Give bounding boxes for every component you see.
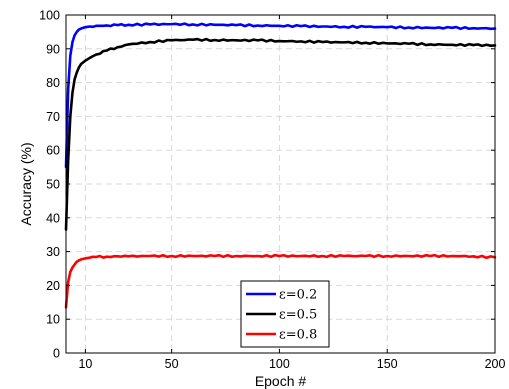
series-lines <box>64 22 497 309</box>
y-tick-label: 20 <box>46 279 60 293</box>
y-tick-label: 0 <box>53 347 60 361</box>
series-line-2 <box>64 37 497 231</box>
y-tick-label: 60 <box>46 144 60 158</box>
y-tick-label: 50 <box>46 178 60 192</box>
y-axis-label: Accuracy (%) <box>18 142 34 225</box>
legend-label-3: ε=0.8 <box>279 328 317 343</box>
legend-label-1: ε=0.2 <box>279 288 317 303</box>
x-tick-label: 100 <box>269 357 290 371</box>
y-tick-label: 70 <box>46 110 60 124</box>
series-line-3 <box>64 253 497 309</box>
y-tick-label: 10 <box>46 313 60 327</box>
series-line-1 <box>64 22 497 169</box>
y-tick-label: 80 <box>46 76 60 90</box>
x-tick-label: 10 <box>78 357 92 371</box>
y-tick-label: 30 <box>46 245 60 259</box>
y-tick-label: 40 <box>46 211 60 225</box>
x-tick-label: 200 <box>485 357 506 371</box>
x-tick-label: 150 <box>377 357 398 371</box>
axis-ticks: 0 10 20 30 40 50 60 70 80 90 100 10 50 100 150 200 <box>39 9 505 372</box>
legend-label-2: ε=0.5 <box>279 308 317 323</box>
y-tick-label: 90 <box>46 42 60 56</box>
y-tick-label: 100 <box>39 9 60 23</box>
x-tick-label: 50 <box>165 357 179 371</box>
legend: ε=0.2 ε=0.5 ε=0.8 <box>240 280 330 348</box>
x-axis-label: Epoch # <box>255 373 307 389</box>
